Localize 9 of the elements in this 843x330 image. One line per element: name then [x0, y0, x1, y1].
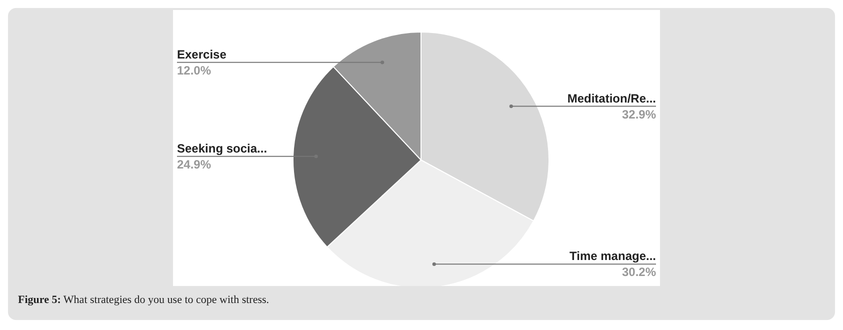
slice-label: Meditation/Re... — [567, 91, 656, 106]
slice-label: Time manage... — [570, 249, 656, 264]
slice-label: Seeking socia... — [177, 141, 268, 156]
slice-label: Exercise — [177, 47, 227, 62]
data-label: 12.0% — [177, 63, 212, 78]
data-label: 30.2% — [622, 265, 656, 280]
caption: Figure 5: What strategies do you use to cope with stress. — [18, 294, 270, 306]
data-label: 32.9% — [622, 107, 656, 122]
data-label: 24.9% — [177, 157, 212, 172]
